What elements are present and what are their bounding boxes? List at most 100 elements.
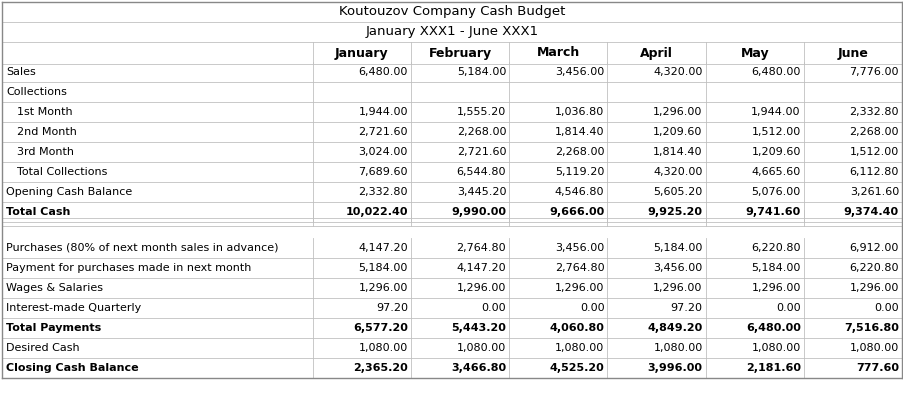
- Text: 7,516.80: 7,516.80: [843, 323, 898, 333]
- Text: Total Collections: Total Collections: [17, 167, 107, 177]
- Text: 2,332.80: 2,332.80: [849, 107, 898, 117]
- Text: 6,577.20: 6,577.20: [353, 323, 407, 333]
- Text: 97.20: 97.20: [670, 303, 702, 313]
- Text: 9,990.00: 9,990.00: [451, 207, 506, 217]
- Text: 2,181.60: 2,181.60: [745, 363, 800, 373]
- Bar: [2, 238, 901, 258]
- Text: June: June: [836, 47, 868, 59]
- Text: 3,445.20: 3,445.20: [456, 187, 506, 197]
- Text: 2nd Month: 2nd Month: [17, 127, 77, 137]
- Text: 4,665.60: 4,665.60: [750, 167, 800, 177]
- Text: 7,776.00: 7,776.00: [849, 67, 898, 77]
- Text: 3,466.80: 3,466.80: [451, 363, 506, 373]
- Text: 1,080.00: 1,080.00: [456, 343, 506, 353]
- Text: January XXX1 - June XXX1: January XXX1 - June XXX1: [365, 25, 538, 38]
- Text: 3,024.00: 3,024.00: [358, 147, 407, 157]
- Text: 6,544.80: 6,544.80: [456, 167, 506, 177]
- Text: 777.60: 777.60: [855, 363, 898, 373]
- Bar: [2, 182, 901, 202]
- Text: 9,374.40: 9,374.40: [842, 207, 898, 217]
- Text: 1,296.00: 1,296.00: [653, 107, 702, 117]
- Text: 1,555.20: 1,555.20: [456, 107, 506, 117]
- Text: 2,365.20: 2,365.20: [353, 363, 407, 373]
- Text: 1,814.40: 1,814.40: [652, 147, 702, 157]
- Text: 1,209.60: 1,209.60: [750, 147, 800, 157]
- Text: 0.00: 0.00: [579, 303, 604, 313]
- Text: 5,076.00: 5,076.00: [750, 187, 800, 197]
- Text: 1,944.00: 1,944.00: [358, 107, 407, 117]
- Text: 9,925.20: 9,925.20: [647, 207, 702, 217]
- Text: 0.00: 0.00: [873, 303, 898, 313]
- Text: 1,296.00: 1,296.00: [653, 283, 702, 293]
- Text: 6,912.00: 6,912.00: [849, 243, 898, 253]
- Text: Purchases (80% of next month sales in advance): Purchases (80% of next month sales in ad…: [6, 243, 278, 253]
- Text: 2,764.80: 2,764.80: [456, 243, 506, 253]
- Text: 2,764.80: 2,764.80: [554, 263, 604, 273]
- Bar: [2, 210, 901, 218]
- Text: Desired Cash: Desired Cash: [6, 343, 79, 353]
- Text: 5,443.20: 5,443.20: [451, 323, 506, 333]
- Text: 1,080.00: 1,080.00: [554, 343, 604, 353]
- Bar: [2, 298, 901, 318]
- Text: 1,512.00: 1,512.00: [849, 147, 898, 157]
- Text: Wages & Salaries: Wages & Salaries: [6, 283, 103, 293]
- Text: Closing Cash Balance: Closing Cash Balance: [6, 363, 138, 373]
- Text: 1,296.00: 1,296.00: [750, 283, 800, 293]
- Text: 2,332.80: 2,332.80: [358, 187, 407, 197]
- Bar: [2, 162, 901, 182]
- Text: 1,296.00: 1,296.00: [456, 283, 506, 293]
- Text: 6,480.00: 6,480.00: [745, 323, 800, 333]
- Bar: [2, 258, 901, 278]
- Text: 1,080.00: 1,080.00: [358, 343, 407, 353]
- Text: 5,184.00: 5,184.00: [358, 263, 407, 273]
- Text: 7,689.60: 7,689.60: [358, 167, 407, 177]
- Text: April: April: [639, 47, 672, 59]
- Text: March: March: [536, 47, 580, 59]
- Bar: [2, 82, 901, 102]
- Text: February: February: [428, 47, 491, 59]
- Text: 1,080.00: 1,080.00: [750, 343, 800, 353]
- Bar: [2, 122, 901, 142]
- Text: 4,060.80: 4,060.80: [549, 323, 604, 333]
- Text: 4,320.00: 4,320.00: [653, 67, 702, 77]
- Text: Payment for purchases made in next month: Payment for purchases made in next month: [6, 263, 251, 273]
- Text: 1,296.00: 1,296.00: [849, 283, 898, 293]
- Bar: [2, 278, 901, 298]
- Text: Total Cash: Total Cash: [6, 207, 70, 217]
- Bar: [2, 142, 901, 162]
- Text: 5,184.00: 5,184.00: [456, 67, 506, 77]
- Text: Sales: Sales: [6, 67, 36, 77]
- Text: 1,036.80: 1,036.80: [554, 107, 604, 117]
- Bar: [2, 22, 901, 42]
- Text: 0.00: 0.00: [776, 303, 800, 313]
- Text: 2,268.00: 2,268.00: [554, 147, 604, 157]
- Text: 3,456.00: 3,456.00: [653, 263, 702, 273]
- Text: 3,456.00: 3,456.00: [554, 67, 604, 77]
- Text: Total Payments: Total Payments: [6, 323, 101, 333]
- Text: 1,814.40: 1,814.40: [554, 127, 604, 137]
- Text: 4,525.20: 4,525.20: [549, 363, 604, 373]
- Text: 2,721.60: 2,721.60: [358, 127, 407, 137]
- Text: Opening Cash Balance: Opening Cash Balance: [6, 187, 132, 197]
- Text: 10,022.40: 10,022.40: [345, 207, 407, 217]
- Text: 1,209.60: 1,209.60: [653, 127, 702, 137]
- Text: 6,480.00: 6,480.00: [750, 67, 800, 77]
- Text: 9,741.60: 9,741.60: [745, 207, 800, 217]
- Text: 0.00: 0.00: [481, 303, 506, 313]
- Text: 5,184.00: 5,184.00: [653, 243, 702, 253]
- Text: 4,147.20: 4,147.20: [456, 263, 506, 273]
- Bar: [2, 218, 901, 226]
- Text: 5,184.00: 5,184.00: [750, 263, 800, 273]
- Text: May: May: [740, 47, 768, 59]
- Text: 1st Month: 1st Month: [17, 107, 72, 117]
- Bar: [2, 102, 901, 122]
- Text: 1,944.00: 1,944.00: [750, 107, 800, 117]
- Bar: [2, 318, 901, 338]
- Text: 1,080.00: 1,080.00: [849, 343, 898, 353]
- Text: 9,666.00: 9,666.00: [548, 207, 604, 217]
- Text: 6,220.80: 6,220.80: [849, 263, 898, 273]
- Text: Collections: Collections: [6, 87, 67, 97]
- Text: 1,296.00: 1,296.00: [554, 283, 604, 293]
- Bar: [2, 42, 901, 64]
- Text: 6,112.80: 6,112.80: [849, 167, 898, 177]
